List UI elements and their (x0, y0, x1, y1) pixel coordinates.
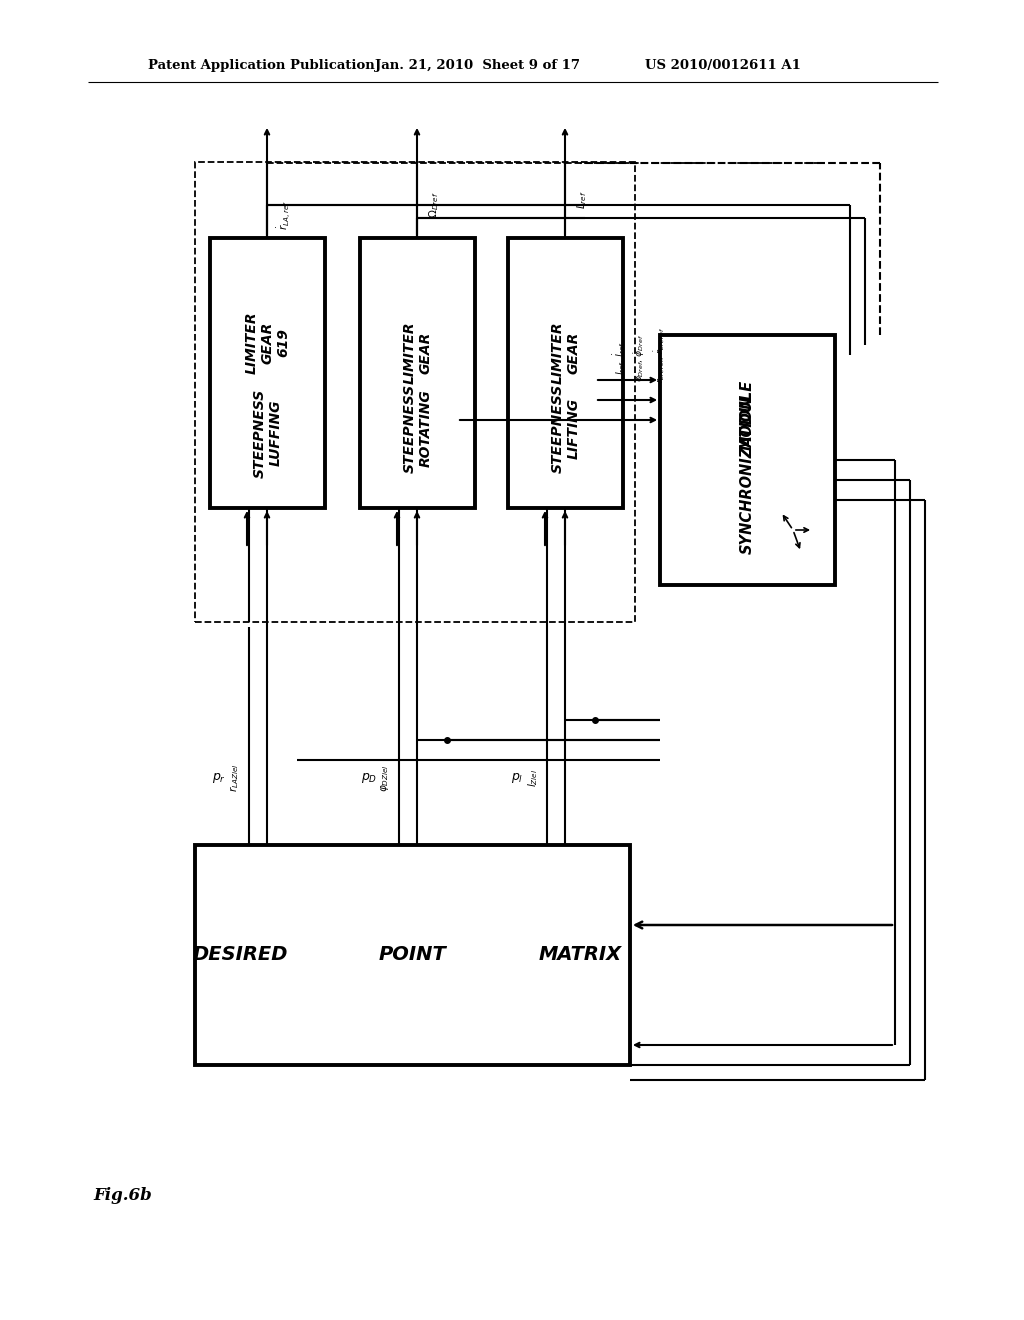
Text: $L_{ref}$: $L_{ref}$ (575, 190, 589, 210)
Text: LIMITER
GEAR: LIMITER GEAR (402, 322, 432, 384)
Text: Fig.6b: Fig.6b (93, 1187, 152, 1204)
Text: STEEPNESS
LIFTING: STEEPNESS LIFTING (551, 383, 581, 473)
Text: $\Omega_{Dref}$: $\Omega_{Dref}$ (427, 191, 441, 218)
Text: STEEPNESS
ROTATING: STEEPNESS ROTATING (402, 383, 432, 473)
Text: $l_{ref},\,\dot{l}_{ref}$: $l_{ref},\,\dot{l}_{ref}$ (611, 341, 629, 375)
Text: $p_r$: $p_r$ (212, 771, 226, 785)
Bar (195, 162, 635, 622)
Text: LIMITER
GEAR: LIMITER GEAR (551, 322, 581, 384)
Text: Patent Application Publication: Patent Application Publication (148, 58, 375, 71)
Text: $r_{LAZiel}$: $r_{LAZiel}$ (228, 764, 242, 792)
Text: $\varphi_{Dref},\,\dot{\varphi}_{Dref}$: $\varphi_{Dref},\,\dot{\varphi}_{Dref}$ (633, 334, 647, 381)
Bar (508, 238, 623, 508)
Bar (210, 238, 325, 508)
Text: Jan. 21, 2010  Sheet 9 of 17: Jan. 21, 2010 Sheet 9 of 17 (375, 58, 580, 71)
Text: SYNCHRONIZATION: SYNCHRONIZATION (740, 396, 755, 554)
Text: DESIRED: DESIRED (193, 945, 288, 965)
Text: $p_D$: $p_D$ (360, 771, 377, 785)
Text: $p_l$: $p_l$ (511, 771, 523, 785)
Text: $\varphi_{DZiel}$: $\varphi_{DZiel}$ (379, 764, 391, 792)
Text: US 2010/0012611 A1: US 2010/0012611 A1 (645, 58, 801, 71)
Bar (660, 335, 835, 585)
Text: STEEPNESS
LUFFING: STEEPNESS LUFFING (252, 388, 283, 478)
Text: $\dot{r}_{LA,ref}$: $\dot{r}_{LA,ref}$ (275, 201, 293, 230)
Text: MODULE: MODULE (740, 380, 755, 450)
Bar (360, 238, 475, 508)
Text: LIMITER
GEAR
619: LIMITER GEAR 619 (245, 312, 291, 375)
Text: $l_{Ziel}$: $l_{Ziel}$ (526, 768, 540, 787)
Text: MATRIX: MATRIX (539, 945, 622, 965)
Bar (195, 845, 630, 1065)
Text: $\dot{r}_{LA,ref},\,\dot{r}_{LA,ref}$: $\dot{r}_{LA,ref},\,\dot{r}_{LA,ref}$ (653, 327, 668, 383)
Text: POINT: POINT (379, 945, 446, 965)
